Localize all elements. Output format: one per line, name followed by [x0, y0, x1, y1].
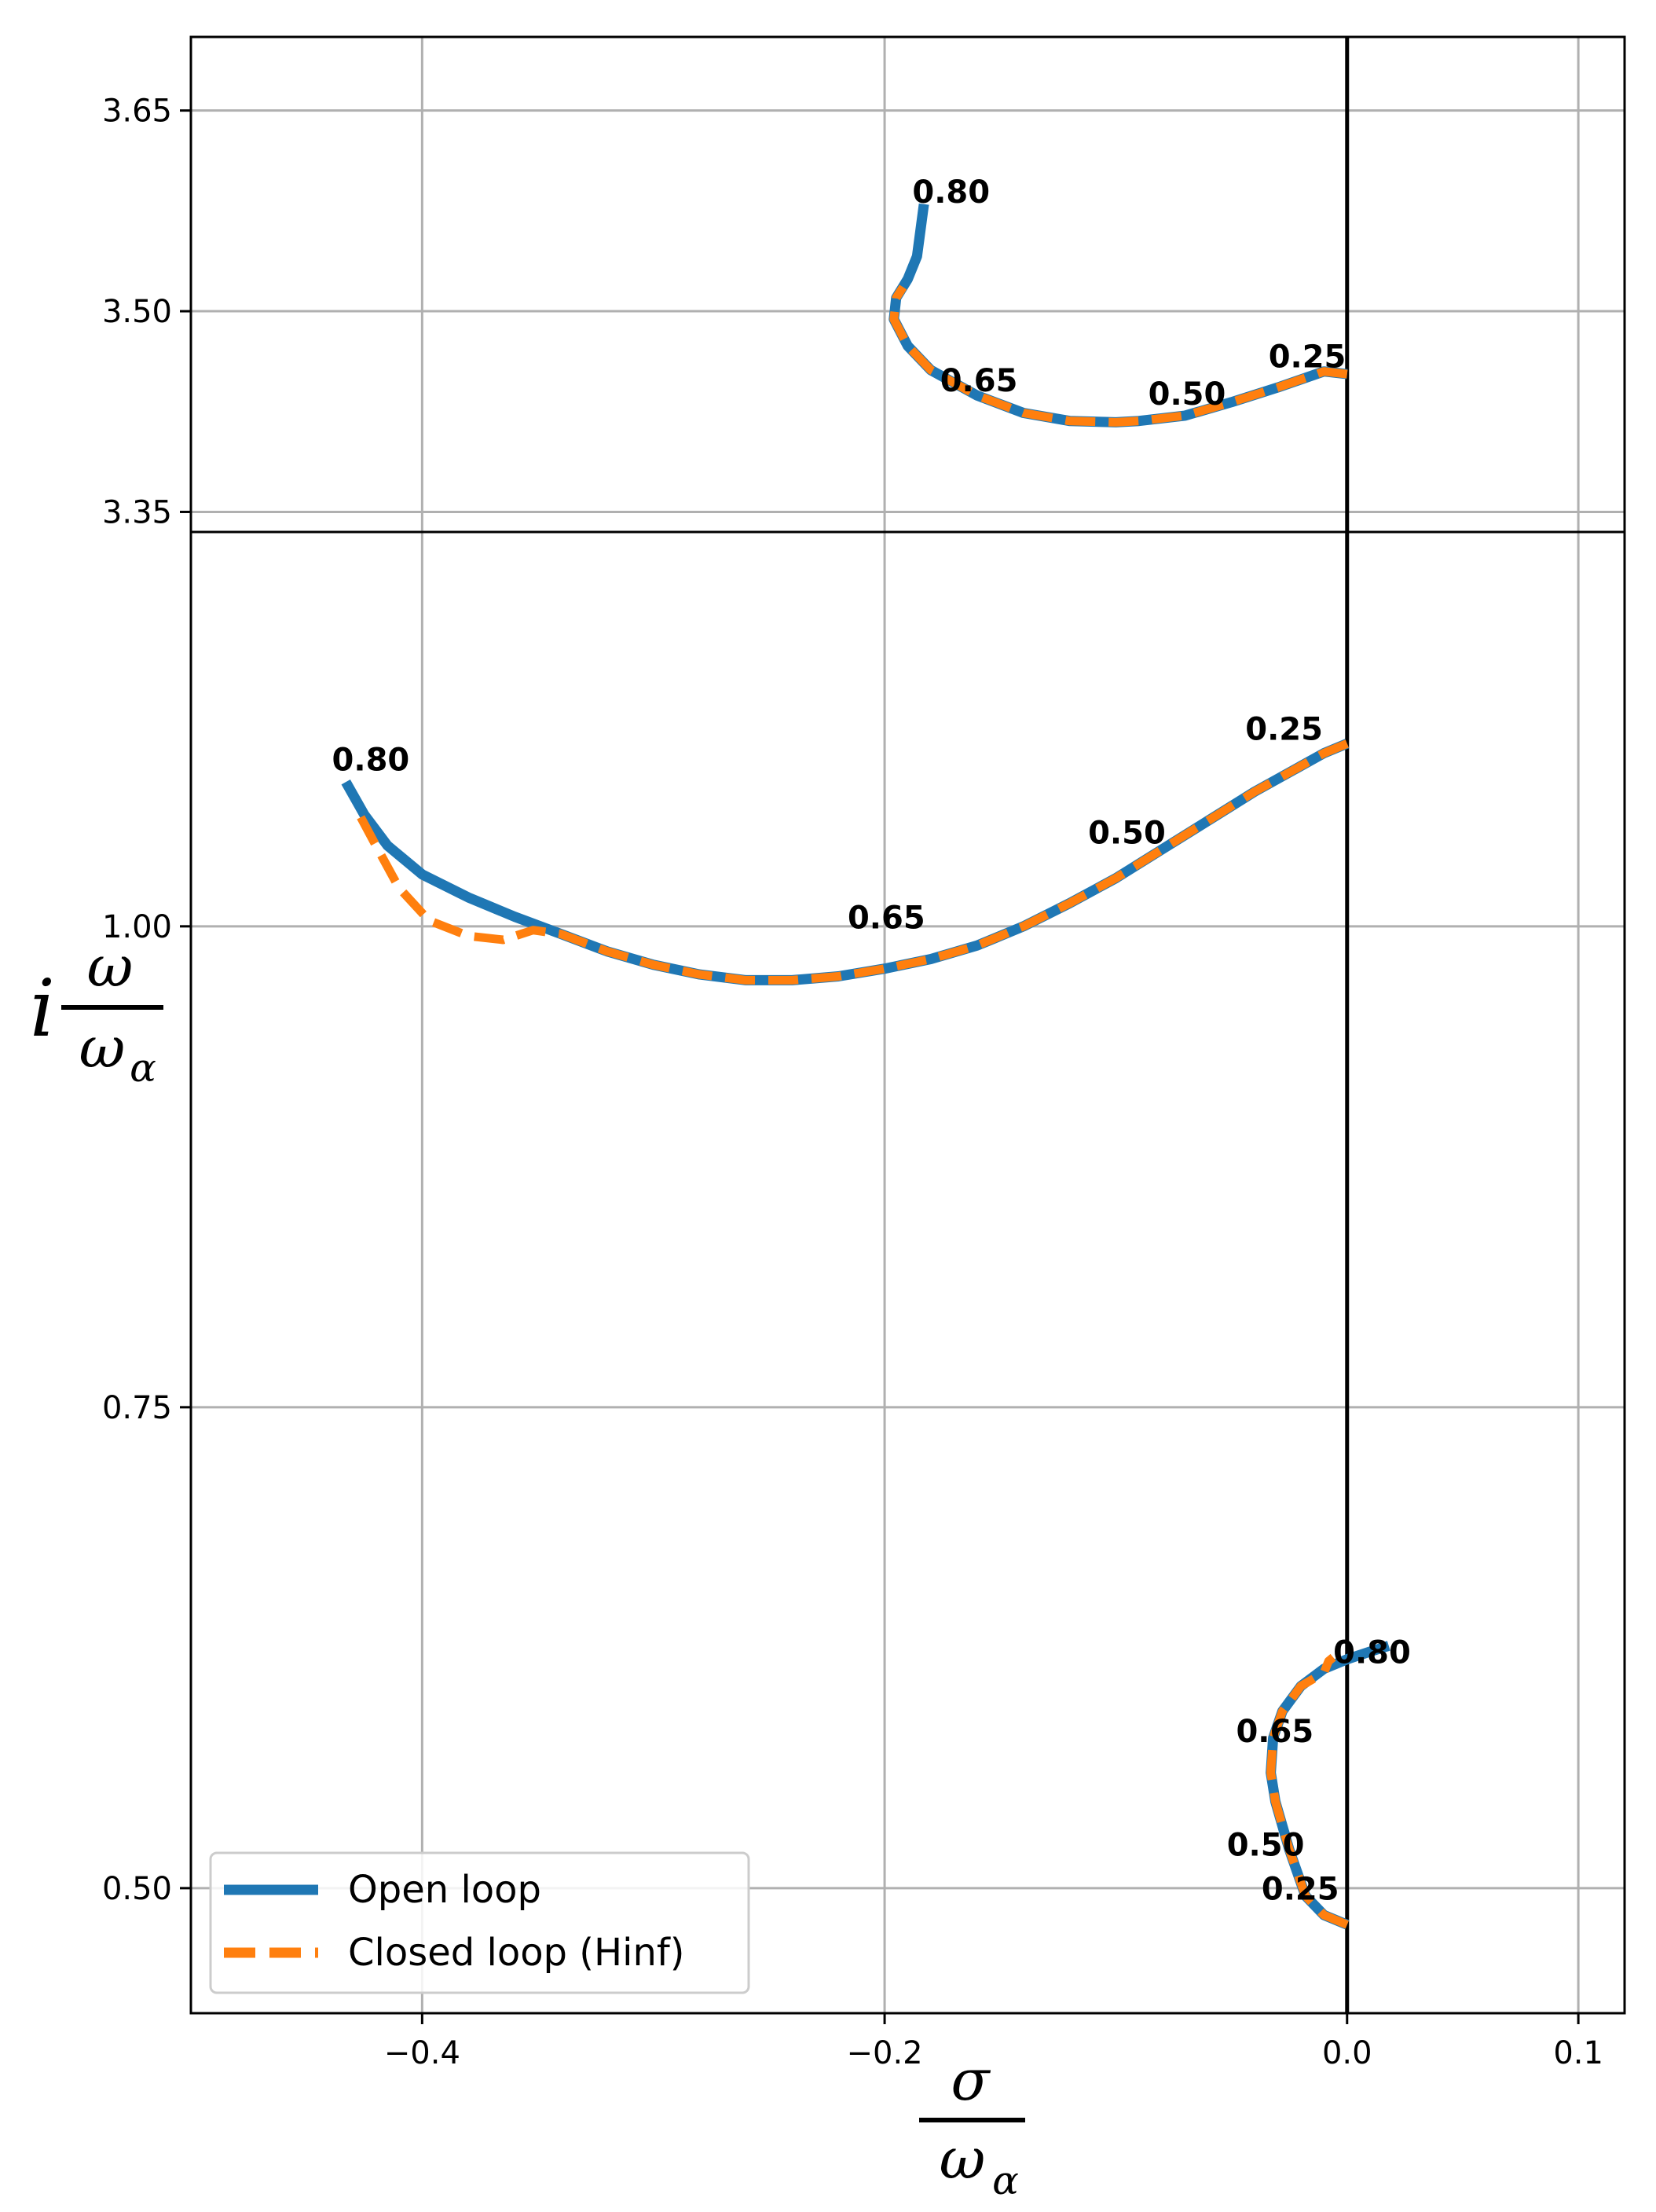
- x-tick-label-2: 0.0: [1322, 2035, 1372, 2071]
- y-label-prefix: i: [30, 963, 55, 1055]
- y-axis-label: i ω ω α: [30, 934, 163, 1091]
- top-series: [888, 203, 1348, 427]
- x-tick-label-1: −0.2: [846, 2035, 922, 2071]
- legend-box: [209, 1851, 750, 1994]
- top-y-tick-label-0: 3.35: [102, 494, 172, 530]
- x-axis-label: σ ω α: [919, 2047, 1025, 2203]
- top-y-tick-label-2: 3.65: [102, 94, 172, 130]
- bottom-panel-frame: [189, 530, 1626, 2015]
- bottom-y-tick-label-2: 1.00: [102, 909, 172, 945]
- closed-loop-curve-5: [1266, 1653, 1349, 1929]
- bottom-speed-annotation-11: 0.25: [1262, 1872, 1339, 1908]
- x-ticks: −0.4 −0.2 0.0 0.1: [384, 2013, 1603, 2071]
- legend-label-open-loop: Open loop: [348, 1868, 541, 1912]
- bottom-y-tick-label-1: 0.75: [102, 1390, 172, 1426]
- bottom-speed-annotation-5: 0.65: [848, 900, 925, 936]
- closed-loop-curve-1: [889, 284, 1348, 427]
- x-tick-label-3: 0.1: [1553, 2035, 1603, 2071]
- top-speed-annotation-1: 0.65: [940, 363, 1018, 399]
- legend: Open loop Closed loop (Hinf): [209, 1851, 750, 1994]
- bottom-y-ticks: 0.50 0.75 1.00: [102, 909, 191, 1907]
- bottom-y-tick-label-0: 0.50: [102, 1871, 172, 1907]
- bottom-speed-annotation-10: 0.50: [1227, 1827, 1305, 1863]
- bottom-speed-annotation-4: 0.80: [332, 743, 410, 779]
- top-speed-annotation-3: 0.25: [1269, 339, 1346, 376]
- closed-loop-curve-3: [354, 739, 1349, 985]
- top-y-tick-label-1: 3.50: [102, 294, 172, 330]
- bottom-annotations: 0.80 0.65 0.50 0.25 0.80 0.65 0.50 0.25: [332, 711, 1411, 1907]
- bottom-speed-annotation-6: 0.50: [1088, 816, 1166, 852]
- y-label-numerator: ω: [87, 934, 134, 1000]
- x-label-denominator: ω: [940, 2126, 986, 2192]
- bottom-speed-annotation-9: 0.65: [1236, 1714, 1313, 1750]
- top-speed-annotation-2: 0.50: [1149, 376, 1226, 413]
- bottom-series: [341, 739, 1390, 1930]
- bottom-panel: 0.80 0.65 0.50 0.25 0.80 0.65 0.50 0.25 0.50 0.7…: [102, 530, 1626, 2071]
- y-label-subscript: α: [130, 1045, 156, 1091]
- legend-label-closed-loop: Closed loop (Hinf): [348, 1931, 684, 1975]
- y-label-denominator: ω: [79, 1014, 126, 1080]
- x-label-subscript: α: [992, 2158, 1019, 2203]
- x-label-numerator: σ: [951, 2047, 991, 2113]
- bottom-speed-annotation-7: 0.25: [1245, 711, 1323, 747]
- top-annotations: 0.80 0.65 0.50 0.25: [912, 174, 1346, 413]
- bottom-speed-annotation-8: 0.80: [1333, 1634, 1411, 1671]
- top-y-ticks: 3.35 3.50 3.65: [102, 94, 191, 530]
- x-tick-label-0: −0.4: [384, 2035, 460, 2071]
- top-speed-annotation-0: 0.80: [912, 174, 990, 211]
